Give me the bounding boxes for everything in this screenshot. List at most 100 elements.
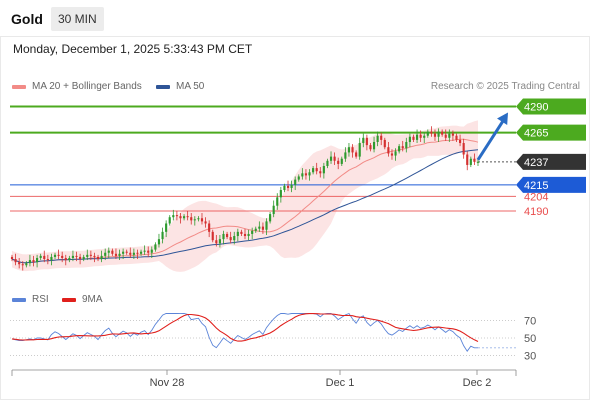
timeframe-button[interactable]: 30 MIN [51, 7, 104, 31]
candle-body [258, 226, 261, 229]
candle [369, 143, 372, 152]
forecast-arrow-head [497, 112, 508, 125]
candle-body [415, 134, 419, 140]
candle [448, 129, 451, 142]
candle [430, 126, 433, 137]
legend-rsi: RSI [12, 294, 49, 305]
candle-body [96, 256, 100, 260]
candle-body [419, 134, 422, 138]
candle-body [329, 156, 333, 161]
candle-body [387, 147, 390, 154]
candle [150, 246, 153, 258]
level-tag-4290: 4290 [516, 98, 586, 115]
legend-ma20-bb: MA 20 + Bollinger Bands [12, 81, 142, 92]
rsi-swatch [12, 297, 26, 302]
candle [251, 227, 254, 240]
candle-body [182, 216, 186, 219]
candle-body [175, 215, 178, 217]
candle-body [179, 216, 182, 219]
candle [444, 129, 447, 141]
x-axis: Nov 28 Dec 1 Dec 2 [11, 369, 517, 389]
candle-body [376, 135, 379, 142]
candle [362, 133, 365, 148]
candle [365, 134, 368, 151]
level-tag-bg-4237 [516, 153, 586, 170]
candle [122, 248, 125, 260]
candle-body [150, 249, 153, 253]
candle-body [344, 152, 347, 159]
candle [473, 153, 476, 165]
candle [10, 254, 14, 262]
candle [229, 231, 232, 244]
candle [93, 252, 96, 263]
candle-body [337, 160, 340, 164]
candle-body [469, 158, 472, 165]
candle-body [122, 251, 125, 254]
candle [71, 250, 75, 262]
candle [125, 249, 128, 255]
candle [297, 174, 300, 182]
rsi-tick-50: 50 [524, 333, 536, 345]
candle [412, 134, 415, 142]
candle-body [32, 260, 35, 263]
candle-body [129, 252, 132, 255]
bollinger-band-fill [12, 120, 478, 272]
candle [351, 144, 354, 158]
forecast-arrow-group [476, 112, 508, 161]
candle [204, 217, 207, 228]
candle [423, 132, 426, 144]
candle [372, 136, 376, 153]
candle-body [272, 205, 275, 215]
candle [168, 215, 171, 226]
candle-body [132, 252, 135, 255]
candle-body [347, 147, 351, 153]
candle [75, 251, 78, 262]
level-tag-text-4237: 4237 [524, 157, 548, 169]
candle [28, 254, 31, 267]
level-label-4190: 4190 [524, 206, 548, 218]
candle-body [355, 152, 358, 157]
x-tick-label: Dec 2 [463, 377, 492, 389]
candle [157, 233, 161, 248]
candle-body [61, 255, 64, 258]
candle-body [426, 131, 429, 136]
candle [294, 176, 297, 191]
candle [36, 254, 39, 268]
candle-body [315, 168, 318, 172]
candle [200, 213, 204, 225]
candle [190, 213, 193, 225]
candle-body [36, 257, 39, 263]
candle-body [68, 257, 71, 261]
candle-body [448, 133, 451, 138]
candle [358, 137, 361, 160]
candle-body [154, 244, 157, 250]
candle-body [441, 131, 444, 135]
ma50-swatch [156, 84, 170, 89]
ma20-swatch [12, 84, 26, 89]
candle [143, 245, 146, 255]
candle [43, 250, 46, 263]
candle [437, 128, 440, 142]
candle [279, 186, 282, 203]
candle [86, 249, 89, 261]
candle [319, 167, 322, 178]
candle-body [301, 173, 304, 177]
candle [139, 249, 143, 256]
candle [247, 229, 250, 241]
candle [462, 138, 465, 159]
candle-body [200, 218, 204, 222]
candle-body [57, 254, 60, 256]
candle-body [229, 237, 232, 241]
levels [10, 105, 516, 212]
candle [233, 231, 236, 245]
candle [387, 141, 390, 157]
candle [265, 218, 268, 235]
candle [355, 150, 358, 159]
ma9-swatch [62, 297, 76, 302]
candle-body [25, 263, 28, 266]
candle-body [401, 146, 404, 149]
candle [398, 144, 401, 154]
candle [333, 152, 336, 165]
candle-body [369, 145, 372, 150]
